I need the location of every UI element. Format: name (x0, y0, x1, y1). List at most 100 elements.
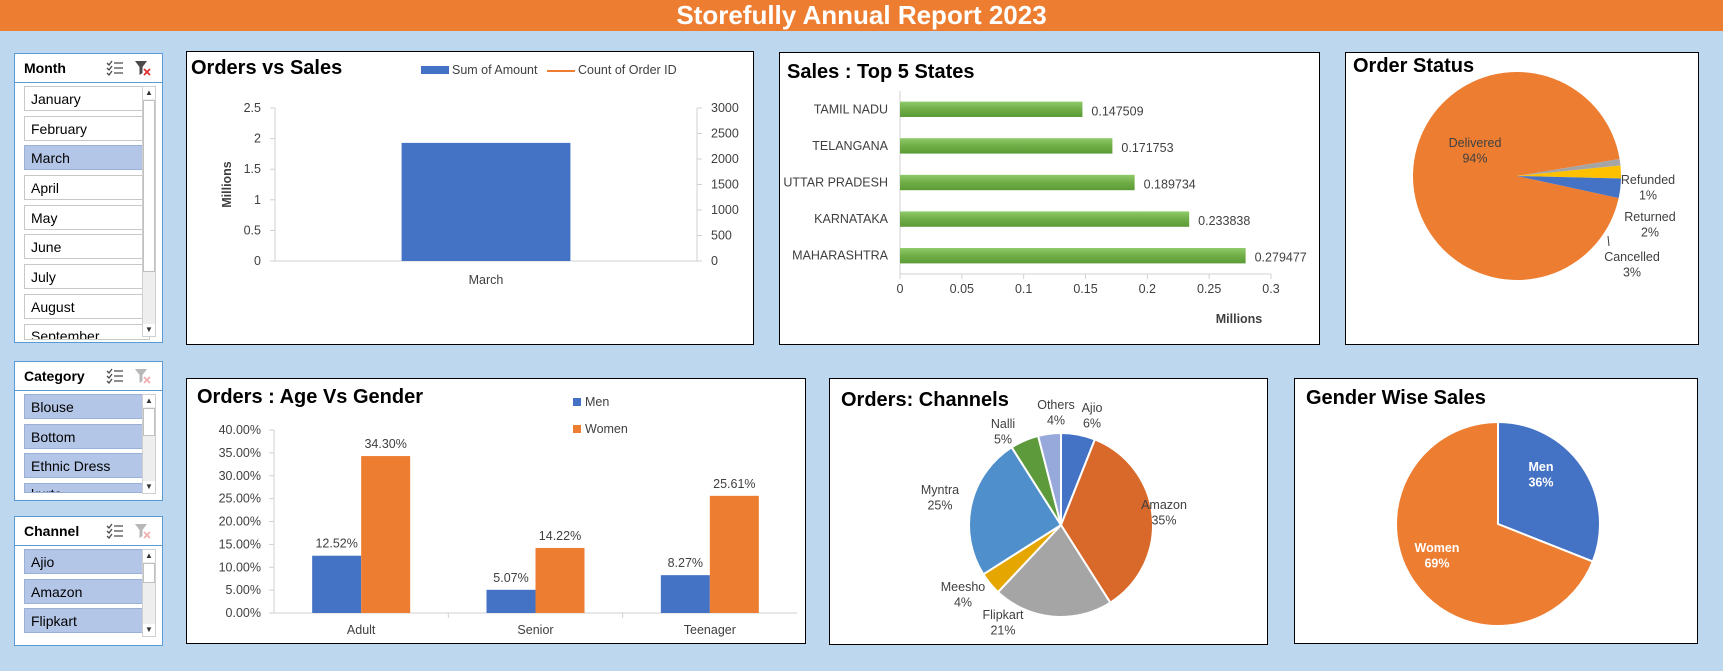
x-tick-label: 0 (897, 282, 904, 296)
data-label: 8.27% (668, 556, 703, 570)
scroll-thumb[interactable] (143, 100, 155, 272)
chart-title: Orders vs Sales (191, 57, 342, 79)
slicer-item-july[interactable]: July (24, 264, 150, 290)
bar-women-senior (535, 547, 585, 613)
pie-slice-amazon (1059, 438, 1154, 605)
scroll-up-icon[interactable]: ▲ (143, 550, 155, 562)
data-label: 0.147509 (1091, 104, 1143, 118)
slicer-scrollbar[interactable]: ▲ ▼ (142, 394, 156, 494)
gender-sales-chart: Gender Wise Sales Men 36% Women 69% (1294, 378, 1698, 644)
slicer-item-bottom[interactable]: Bottom (24, 423, 150, 449)
x-tick-label: 0.15 (1073, 282, 1097, 296)
pie-slice-refunded (1517, 159, 1621, 176)
slicer-item-april[interactable]: April (24, 175, 150, 201)
slice-percent: 5% (994, 433, 1012, 447)
pie-slice-women (1395, 420, 1595, 627)
scroll-up-icon[interactable]: ▲ (143, 87, 155, 99)
slicer-item-ethnic-dress[interactable]: Ethnic Dress (24, 453, 150, 479)
pie-slice-cancelled (1517, 176, 1621, 198)
bar-sum-of-amount (401, 142, 571, 261)
bar-uttar-pradesh (900, 174, 1135, 191)
y-tick-label: UTTAR PRADESH (783, 176, 888, 190)
slice-percent: 3% (1623, 266, 1641, 280)
clear-filter-icon (135, 524, 151, 539)
legend-swatch-sum-of-amount (421, 66, 449, 74)
top-states-svg: Sales : Top 5 States 0 0.05 0.1 0.15 0.2 0.25 0… (783, 61, 1306, 326)
data-label: 5.07% (493, 571, 528, 585)
y-tick-label: 35.00% (219, 446, 261, 460)
multi-select-icon[interactable] (106, 60, 124, 76)
slicer-item-may[interactable]: May (24, 204, 150, 230)
scroll-up-icon[interactable]: ▲ (143, 395, 155, 407)
slicer-items: Ajio Amazon Flipkart (24, 549, 150, 638)
data-label: 0.171753 (1121, 141, 1173, 155)
y2-tick-label: 1500 (711, 178, 739, 192)
slicer-category[interactable]: Category Blouse Bottom Ethnic Dress kurt… (14, 361, 163, 501)
scroll-down-icon[interactable]: ▼ (143, 481, 155, 493)
y-tick-label: 40.00% (219, 423, 261, 437)
slicer-title: Month (24, 60, 66, 76)
slicer-item-blouse[interactable]: Blouse (24, 394, 150, 419)
bar-men-teenager (660, 575, 710, 613)
slicer-items: Blouse Bottom Ethnic Dress kurta (24, 394, 150, 498)
y-tick-label: 0.00% (226, 606, 261, 620)
multi-select-icon[interactable] (106, 523, 124, 539)
slice-label: Delivered (1449, 136, 1502, 150)
data-label: 14.22% (539, 529, 581, 543)
y-tick-label: 10.00% (219, 560, 261, 574)
chart-title: Sales : Top 5 States (787, 61, 974, 83)
slice-percent: 21% (990, 624, 1015, 638)
age-gender-svg: Orders : Age Vs Gender Men Women 0.00% 5.00%… (197, 386, 797, 637)
x-tick-label: Senior (517, 623, 553, 637)
slicer-item-kurta[interactable]: kurta (24, 483, 150, 494)
age-gender-chart: Orders : Age Vs Gender Men Women 0.00% 5.00%… (186, 378, 806, 644)
y2-tick-label: 1000 (711, 203, 739, 217)
y-tick-label: 5.00% (226, 583, 261, 597)
legend-swatch-men (573, 398, 581, 406)
gender-sales-svg: Gender Wise Sales Men 36% Women 69% (1306, 387, 1601, 627)
slicer-item-september[interactable]: September (24, 323, 150, 340)
slicer-scrollbar[interactable]: ▲ ▼ (142, 549, 156, 637)
slicer-channel[interactable]: Channel Ajio Amazon Flipkart ▲ ▼ (14, 516, 163, 646)
slice-label: Refunded (1621, 173, 1675, 187)
slice-label: Men (1529, 460, 1554, 474)
multi-select-icon[interactable] (106, 368, 124, 384)
bar-telangana (900, 138, 1113, 154)
scroll-down-icon[interactable]: ▼ (143, 624, 155, 636)
scroll-down-icon[interactable]: ▼ (143, 324, 155, 336)
slicer-month[interactable]: Month January February March April May J… (14, 53, 163, 343)
slicer-item-flipkart[interactable]: Flipkart (24, 608, 150, 634)
legend-label-women: Women (585, 422, 628, 436)
y-axis-title: Millions (220, 161, 234, 208)
channels-chart: Orders: Channels Ajio 6% Amazon 35% Flipkart 2… (829, 378, 1268, 645)
y2-tick-label: 0 (711, 254, 718, 268)
chart-title: Orders: Channels (841, 389, 1009, 411)
slice-label: Returned (1624, 210, 1675, 224)
slice-label: Cancelled (1604, 250, 1660, 264)
chart-title: Gender Wise Sales (1306, 387, 1486, 409)
slicer-item-august[interactable]: August (24, 293, 150, 319)
bar-women-adult (361, 456, 411, 613)
report-title: Storefully Annual Report 2023 (0, 0, 1723, 31)
slicer-title: Channel (24, 523, 80, 539)
x-tick-label: March (469, 273, 504, 287)
pie-slice-men (1497, 420, 1601, 563)
slicer-item-january[interactable]: January (24, 86, 150, 111)
slicer-header: Category (15, 362, 162, 391)
clear-filter-icon[interactable] (134, 60, 152, 76)
slicer-item-march[interactable]: March (24, 145, 150, 171)
slicer-item-june[interactable]: June (24, 234, 150, 260)
y-tick-label: 1.5 (244, 162, 261, 176)
slicer-item-amazon[interactable]: Amazon (24, 578, 150, 604)
legend-swatch-women (573, 425, 581, 433)
slicer-item-ajio[interactable]: Ajio (24, 549, 150, 574)
slice-label: Nalli (991, 417, 1015, 431)
slice-label: Others (1037, 398, 1075, 412)
bar-karnataka (900, 211, 1190, 227)
slicer-scrollbar[interactable]: ▲ ▼ (142, 86, 156, 337)
scroll-thumb[interactable] (143, 408, 155, 436)
pie-slice-others (1036, 431, 1062, 526)
data-label: 34.30% (364, 437, 406, 451)
slicer-item-february[interactable]: February (24, 115, 150, 141)
scroll-thumb[interactable] (143, 563, 155, 583)
